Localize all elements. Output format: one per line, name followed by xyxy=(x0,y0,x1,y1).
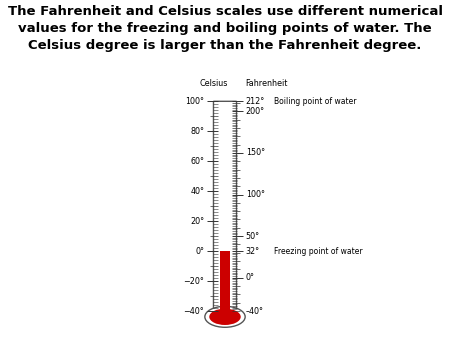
Text: 212°: 212° xyxy=(246,97,265,106)
FancyBboxPatch shape xyxy=(213,101,237,311)
Text: 32°: 32° xyxy=(246,247,260,256)
Text: 20°: 20° xyxy=(190,217,204,226)
Text: 0°: 0° xyxy=(195,247,204,256)
Text: 50°: 50° xyxy=(246,232,260,241)
Text: Freezing point of water: Freezing point of water xyxy=(274,247,362,256)
Text: 60°: 60° xyxy=(190,157,204,166)
Text: Boiling point of water: Boiling point of water xyxy=(274,97,356,106)
Text: −40°: −40° xyxy=(184,307,204,316)
Text: The Fahrenheit and Celsius scales use different numerical
values for the freezin: The Fahrenheit and Celsius scales use di… xyxy=(8,5,442,52)
Text: −20°: −20° xyxy=(184,276,204,286)
Text: Celsius: Celsius xyxy=(199,79,228,88)
Bar xyxy=(220,251,230,313)
Text: –40°: –40° xyxy=(246,307,264,316)
Text: 0°: 0° xyxy=(246,273,255,282)
Text: 200°: 200° xyxy=(246,107,265,116)
Text: 100°: 100° xyxy=(246,190,265,199)
Text: 80°: 80° xyxy=(190,127,204,136)
Text: 150°: 150° xyxy=(246,148,265,158)
Ellipse shape xyxy=(205,306,245,327)
Ellipse shape xyxy=(209,309,241,325)
Text: Fahrenheit: Fahrenheit xyxy=(246,79,288,88)
Text: 40°: 40° xyxy=(190,187,204,196)
Text: 100°: 100° xyxy=(185,97,204,106)
